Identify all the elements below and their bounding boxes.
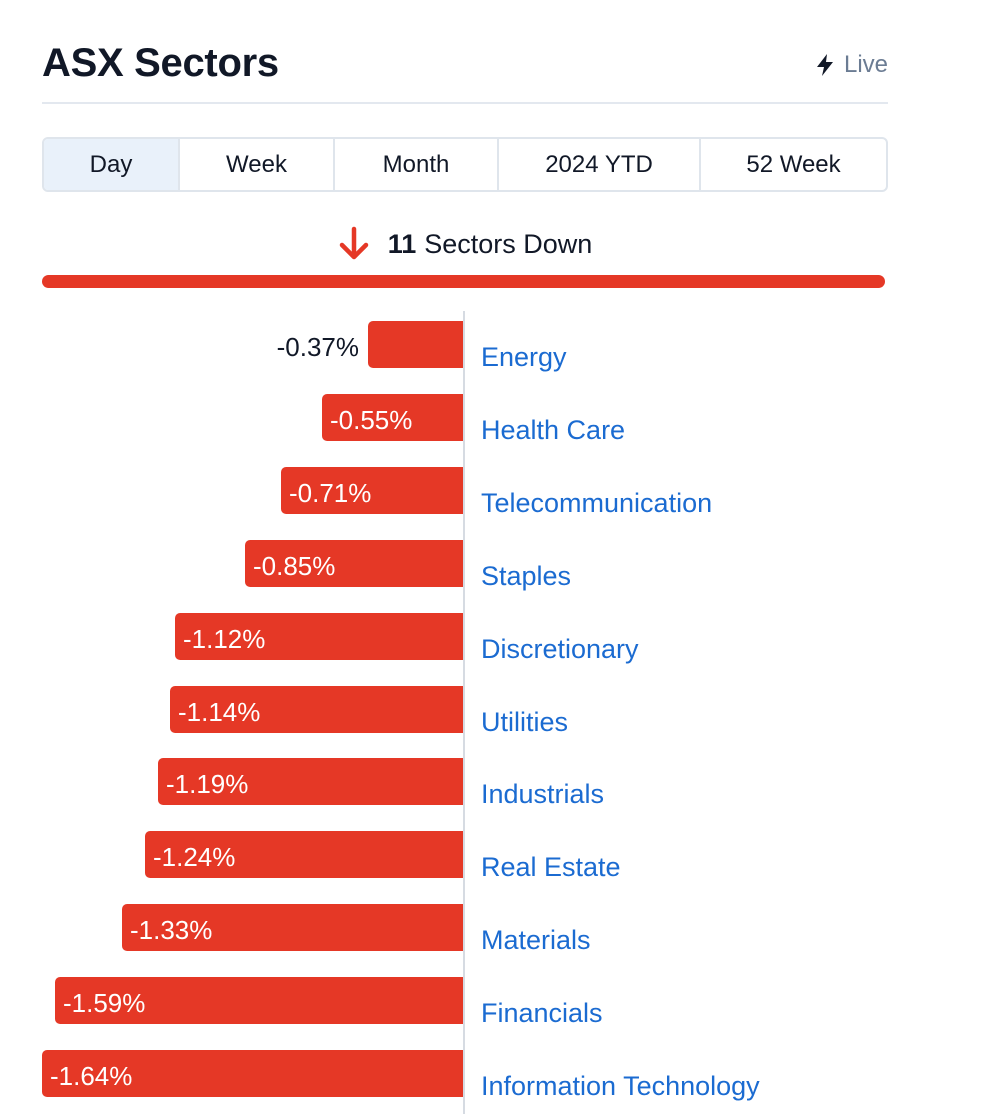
tab-week[interactable]: Week — [180, 139, 335, 190]
sectors-summary: 11 Sectors Down — [42, 222, 888, 266]
sector-bar — [145, 831, 463, 878]
sector-name-link[interactable]: Telecommunication — [481, 488, 713, 518]
sectors-down-label: Sectors Down — [424, 228, 593, 259]
sector-row: -1.64% Information Technology — [0, 1050, 986, 1114]
sector-change-label: -1.19% — [166, 769, 249, 799]
sector-row: -1.14% Utilities — [0, 686, 986, 759]
lightning-bolt-icon — [816, 54, 833, 76]
sector-bar — [281, 467, 463, 514]
sector-bar — [42, 1050, 463, 1097]
sector-bar — [55, 977, 463, 1024]
sector-name-link[interactable]: Discretionary — [481, 634, 639, 664]
sector-change-label: -1.33% — [130, 915, 213, 945]
sector-change-label: -1.59% — [63, 988, 146, 1018]
sector-name-link[interactable]: Industrials — [481, 779, 605, 809]
sector-change-label: -1.64% — [50, 1061, 133, 1091]
sector-change-label: -0.71% — [289, 478, 372, 508]
sector-name-link[interactable]: Staples — [481, 561, 572, 591]
sector-change-label: -1.24% — [153, 842, 236, 872]
sector-change-label: -0.85% — [253, 551, 336, 581]
sector-change-label: -0.37% — [276, 332, 359, 362]
period-tabs: Day Week Month 2024 YTD 52 Week — [42, 137, 888, 192]
sector-bar — [322, 394, 463, 441]
sector-row: -0.85% Staples — [0, 540, 986, 613]
sector-name-link[interactable]: Real Estate — [481, 852, 621, 882]
sector-row: -0.55% Health Care — [0, 394, 986, 467]
sector-change-label: -1.14% — [178, 697, 261, 727]
sector-row: -1.24% Real Estate — [0, 831, 986, 904]
sectors-down-count: 11 — [387, 228, 417, 259]
sector-name-link[interactable]: Energy — [481, 342, 567, 372]
sector-row: -1.59% Financials — [0, 977, 986, 1050]
sector-bar — [175, 613, 463, 660]
tab-52-week[interactable]: 52 Week — [746, 150, 841, 178]
arrow-down-icon — [339, 226, 368, 260]
widget-header: ASX Sectors Live — [42, 0, 888, 104]
tab-day[interactable]: Day — [44, 139, 180, 190]
sector-name-link[interactable]: Financials — [481, 998, 603, 1028]
sector-row: -1.19% Industrials — [0, 758, 986, 831]
chart-axis-line — [463, 311, 465, 1114]
sector-row: -1.33% Materials — [0, 904, 986, 977]
tab-2024-ytd[interactable]: 2024 YTD — [499, 139, 701, 190]
sector-row: -0.71% Telecommunication — [0, 467, 986, 540]
sector-bar — [122, 904, 463, 951]
sector-change-label: -0.55% — [330, 405, 413, 435]
sector-name-link[interactable]: Materials — [481, 925, 591, 955]
tab-month[interactable]: Month — [335, 139, 499, 190]
live-label: Live — [843, 51, 888, 78]
sectors-breadth-bar — [42, 275, 885, 288]
sector-row: -1.12% Discretionary — [0, 613, 986, 686]
sector-bar — [368, 321, 463, 368]
sector-change-label: -1.12% — [183, 624, 266, 654]
page-title: ASX Sectors — [42, 41, 279, 85]
sector-bar — [158, 758, 463, 805]
sector-name-link[interactable]: Utilities — [481, 707, 569, 737]
live-indicator[interactable]: Live — [816, 50, 888, 80]
sector-row: -0.37% Energy — [0, 321, 986, 394]
sector-name-link[interactable]: Information Technology — [481, 1071, 760, 1101]
sector-bar — [245, 540, 463, 587]
sector-name-link[interactable]: Health Care — [481, 415, 626, 445]
sector-bar — [170, 686, 463, 733]
